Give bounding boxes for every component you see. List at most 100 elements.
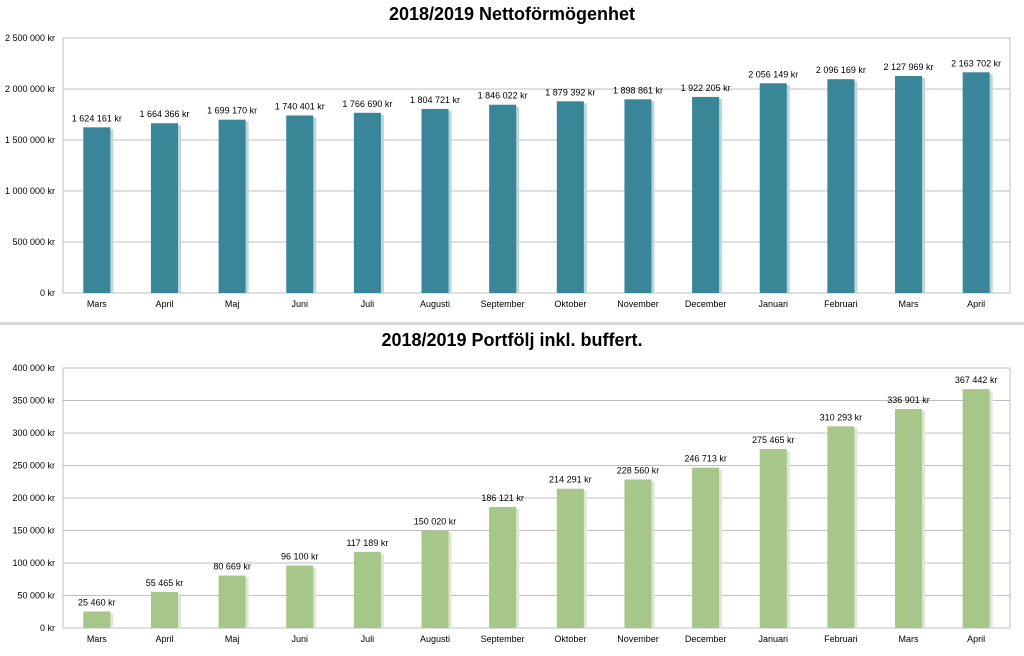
x-tick-label: Februari bbox=[824, 634, 858, 644]
x-tick-label: November bbox=[617, 634, 659, 644]
y-tick-label: 300 000 kr bbox=[12, 428, 55, 438]
value-label: 1 740 401 kr bbox=[275, 101, 325, 111]
value-label: 1 664 366 kr bbox=[139, 109, 189, 119]
bar bbox=[895, 409, 923, 628]
x-tick-label: Juli bbox=[361, 299, 375, 309]
x-tick-label: Juli bbox=[361, 634, 375, 644]
bar bbox=[962, 72, 990, 293]
chart-title-portfolio: 2018/2019 Portfölj inkl. buffert. bbox=[381, 330, 643, 350]
value-label: 186 121 kr bbox=[481, 493, 524, 503]
x-tick-label: Mars bbox=[899, 299, 919, 309]
x-tick-label: Februari bbox=[824, 299, 858, 309]
bar bbox=[556, 101, 584, 293]
value-label: 275 465 kr bbox=[752, 435, 795, 445]
value-label: 336 901 kr bbox=[887, 395, 930, 405]
bar bbox=[218, 575, 246, 628]
bar bbox=[895, 75, 923, 293]
y-tick-label: 0 kr bbox=[40, 288, 55, 298]
value-label: 2 096 169 kr bbox=[816, 65, 866, 75]
y-tick-label: 400 000 kr bbox=[12, 363, 55, 373]
x-tick-label: Januari bbox=[758, 634, 788, 644]
x-tick-label: December bbox=[685, 299, 727, 309]
x-tick-label: September bbox=[481, 299, 525, 309]
value-label: 214 291 kr bbox=[549, 475, 592, 485]
x-tick-label: November bbox=[617, 299, 659, 309]
value-label: 2 056 149 kr bbox=[748, 69, 798, 79]
bar bbox=[489, 104, 517, 294]
bar bbox=[962, 389, 990, 628]
x-tick-label: Augusti bbox=[420, 299, 450, 309]
value-label: 1 846 022 kr bbox=[478, 91, 528, 101]
bar bbox=[827, 79, 855, 293]
bar bbox=[556, 488, 584, 628]
bar bbox=[624, 99, 652, 293]
bar bbox=[759, 448, 787, 628]
y-tick-label: 350 000 kr bbox=[12, 396, 55, 406]
x-tick-label: April bbox=[967, 299, 985, 309]
x-tick-label: December bbox=[685, 634, 727, 644]
value-label: 117 189 kr bbox=[346, 538, 388, 548]
bar bbox=[489, 507, 517, 628]
value-label: 80 669 kr bbox=[213, 562, 251, 572]
value-label: 310 293 kr bbox=[820, 412, 863, 422]
value-label: 228 560 kr bbox=[617, 465, 660, 475]
bar bbox=[759, 83, 787, 293]
bar bbox=[218, 119, 246, 293]
x-tick-label: Oktober bbox=[554, 634, 586, 644]
x-tick-label: Januari bbox=[758, 299, 788, 309]
value-label: 2 163 702 kr bbox=[951, 58, 1001, 68]
y-tick-label: 150 000 kr bbox=[12, 526, 55, 536]
chart-divider bbox=[0, 322, 1024, 325]
chart-networth: 0 kr 500 000 kr 1 000 000 kr 1 500 000 kr 2 … bbox=[5, 33, 1011, 309]
bar bbox=[83, 611, 111, 628]
x-tick-label: Mars bbox=[87, 299, 107, 309]
value-label: 367 442 kr bbox=[955, 375, 998, 385]
bar bbox=[692, 96, 720, 293]
y-tick-label: 2 000 000 kr bbox=[5, 84, 55, 94]
value-label: 1 699 170 kr bbox=[207, 106, 257, 116]
x-tick-label: Maj bbox=[225, 299, 240, 309]
y-tick-label: 1 500 000 kr bbox=[5, 135, 55, 145]
x-tick-label: Maj bbox=[225, 634, 240, 644]
bar bbox=[421, 108, 449, 293]
bar bbox=[353, 112, 381, 293]
y-tick-label: 50 000 kr bbox=[17, 591, 55, 601]
x-tick-label: Oktober bbox=[554, 299, 586, 309]
value-label: 1 624 161 kr bbox=[72, 113, 122, 123]
plot-area bbox=[62, 37, 1011, 294]
chart-panel-portfolio: 2018/2019 Portfölj inkl. buffert. 0 kr 50… bbox=[0, 326, 1024, 656]
y-tick-label: 100 000 kr bbox=[12, 558, 55, 568]
y-tick-label: 0 kr bbox=[40, 623, 55, 633]
value-label: 150 020 kr bbox=[414, 516, 457, 526]
bar bbox=[150, 591, 178, 628]
y-tick-label: 1 000 000 kr bbox=[5, 186, 55, 196]
x-tick-label: April bbox=[967, 634, 985, 644]
x-tick-label: Mars bbox=[87, 634, 107, 644]
y-tick-label: 200 000 kr bbox=[12, 493, 55, 503]
x-tick-label: April bbox=[155, 634, 173, 644]
x-tick-label: April bbox=[155, 299, 173, 309]
value-label: 1 879 392 kr bbox=[545, 87, 595, 97]
bar bbox=[624, 479, 652, 628]
bar bbox=[692, 467, 720, 628]
x-tick-label: Mars bbox=[899, 634, 919, 644]
y-tick-label: 2 500 000 kr bbox=[5, 33, 55, 43]
value-label: 1 898 861 kr bbox=[613, 85, 663, 95]
chart-title-networth: 2018/2019 Nettoförmögenhet bbox=[388, 4, 636, 24]
bar bbox=[827, 426, 855, 628]
value-label: 246 713 kr bbox=[684, 454, 727, 464]
bar bbox=[353, 551, 381, 628]
value-label: 25 460 kr bbox=[78, 597, 116, 607]
value-label: 1 922 205 kr bbox=[681, 83, 731, 93]
x-tick-label: Juni bbox=[291, 634, 308, 644]
value-label: 55 465 kr bbox=[146, 578, 184, 588]
bar bbox=[286, 115, 314, 293]
value-label: 1 804 721 kr bbox=[410, 95, 460, 105]
chart-panel-networth: 2018/2019 Nettoförmögenhet 0 kr 500 000 k… bbox=[0, 0, 1024, 322]
chart-portfolio: 0 kr 50 000 kr 100 000 kr 150 000 kr 200 000… bbox=[12, 363, 1011, 644]
x-tick-label: Juni bbox=[291, 299, 308, 309]
value-label: 1 766 690 kr bbox=[342, 99, 392, 109]
bar bbox=[421, 530, 449, 628]
x-tick-label: Augusti bbox=[420, 634, 450, 644]
value-label: 2 127 969 kr bbox=[884, 62, 934, 72]
